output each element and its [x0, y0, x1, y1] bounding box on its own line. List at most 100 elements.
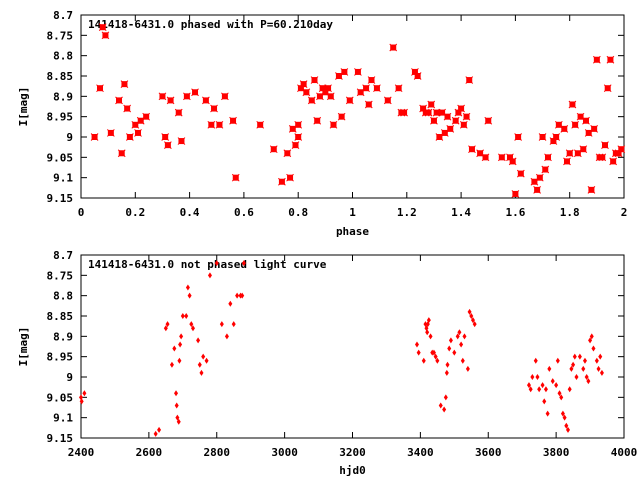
data-point [425, 329, 430, 336]
data-point [559, 394, 564, 401]
data-point [158, 92, 167, 101]
data-point [555, 357, 560, 364]
data-point [294, 120, 303, 129]
data-point [163, 325, 168, 332]
data-point [438, 108, 446, 117]
data-point [183, 92, 191, 101]
x-tick-label: 3000 [271, 446, 298, 459]
x-tick-label: 4000 [611, 446, 638, 459]
data-point [196, 337, 201, 344]
data-point [594, 357, 599, 364]
data-point [443, 112, 452, 121]
data-point [117, 149, 126, 158]
data-point [446, 125, 455, 133]
data-point [606, 55, 615, 64]
data-point [599, 369, 604, 376]
data-point [299, 80, 308, 88]
data-point [444, 369, 449, 376]
data-point [120, 80, 129, 88]
data-point [302, 88, 311, 97]
data-point [584, 129, 593, 137]
data-point [400, 108, 408, 117]
data-point [564, 422, 569, 429]
data-point [345, 96, 354, 105]
data-point [204, 357, 209, 364]
data-point [98, 23, 107, 32]
data-point [596, 365, 601, 372]
data-point [511, 190, 520, 198]
data-point [430, 116, 438, 125]
data-point [82, 390, 87, 397]
data-point [590, 125, 598, 133]
y-tick-label: 8.75 [47, 29, 74, 42]
data-point [134, 129, 142, 137]
data-point [214, 260, 219, 267]
data-point [231, 321, 236, 328]
data-point [472, 321, 477, 328]
data-point [356, 88, 365, 97]
data-point [447, 345, 452, 352]
data-point [207, 120, 216, 129]
chart-title: 141418-6431.0 phased with P=60.210day [88, 18, 333, 31]
x-tick-label: 1.8 [560, 206, 580, 219]
data-point [514, 133, 522, 141]
data-point [364, 100, 373, 109]
data-point [432, 108, 441, 117]
data-point [569, 365, 574, 372]
data-point [174, 108, 183, 117]
data-point [207, 272, 212, 279]
data-point [562, 414, 567, 421]
data-point [126, 133, 134, 141]
data-point [286, 173, 294, 182]
data-point [544, 153, 552, 162]
data-point [79, 394, 83, 401]
data-point [235, 292, 240, 299]
data-point [528, 386, 533, 393]
x-tick-label: 0 [78, 206, 85, 219]
data-point [161, 133, 170, 141]
data-point [169, 361, 174, 368]
data-point [269, 145, 278, 154]
data-point [180, 313, 185, 319]
data-point [215, 120, 224, 129]
data-point [588, 337, 593, 344]
data-point [428, 333, 433, 340]
data-point [554, 120, 563, 129]
data-point [190, 325, 195, 332]
x-tick-label: 3200 [339, 446, 366, 459]
y-tick-label: 9.05 [47, 151, 74, 164]
data-point [283, 149, 292, 158]
data-point [459, 120, 468, 129]
data-point [465, 76, 474, 84]
data-point [288, 125, 297, 133]
x-tick-label: 1 [349, 206, 356, 219]
x-tick-label: 3800 [543, 446, 570, 459]
data-point [573, 149, 582, 158]
data-point [389, 43, 398, 52]
data-point [291, 141, 300, 149]
data-point [142, 112, 151, 121]
data-point [451, 116, 460, 125]
y-tick-label: 8.9 [53, 90, 73, 103]
data-point [219, 321, 224, 328]
unphased-light-curve-panel: 2400 2600 2800 3000 3200 3400 3600 3800 4000 8.7 8… [17, 249, 637, 477]
data-point [459, 341, 464, 348]
data-point [164, 141, 172, 149]
data-point [324, 84, 332, 93]
data-point [540, 382, 545, 389]
data-point [107, 129, 115, 137]
y-tick-label: 8.8 [53, 290, 73, 303]
data-point [201, 353, 206, 360]
data-point [115, 96, 123, 105]
data-point [565, 149, 574, 158]
data-point [176, 418, 181, 425]
x-axis-label: phase [336, 225, 369, 238]
data-point [535, 374, 540, 380]
data-point [445, 361, 450, 368]
data-point [435, 133, 444, 141]
data-point [462, 112, 471, 121]
data-point [313, 116, 322, 125]
x-tick-label: 0.4 [180, 206, 200, 219]
y-tick-label: 9 [66, 131, 73, 144]
data-point [394, 84, 403, 93]
